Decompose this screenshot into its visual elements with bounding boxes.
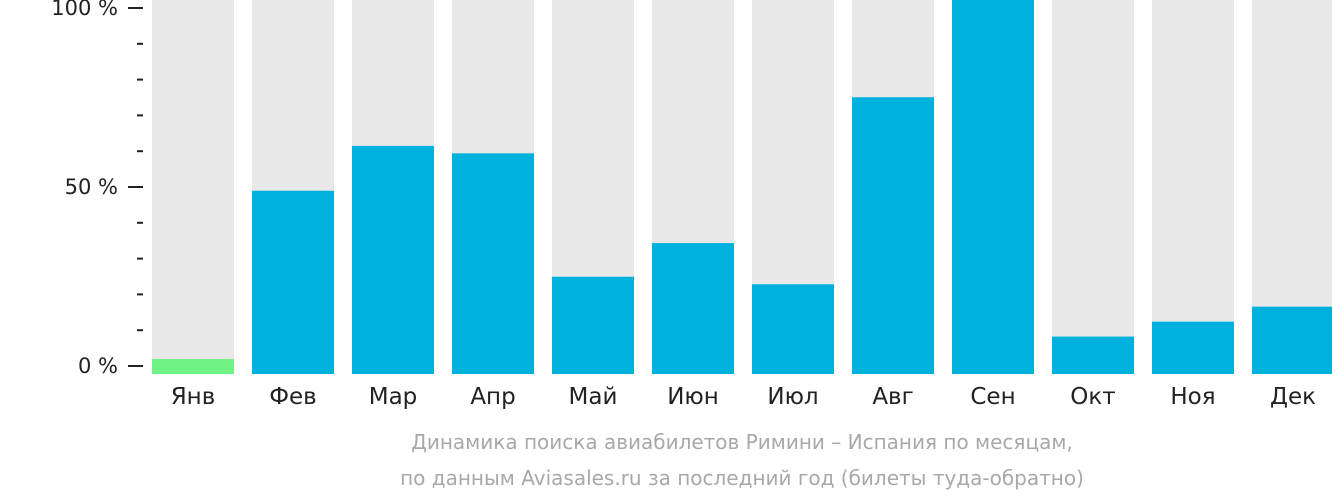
bar-7: [752, 284, 834, 374]
y-tick-label: 100 %: [51, 0, 118, 20]
chart-caption-line-2: по данным Aviasales.ru за последний год …: [400, 466, 1084, 490]
bar-6: [652, 243, 734, 374]
bar-8: [852, 97, 934, 375]
x-tick-label: Ноя: [1170, 384, 1215, 410]
x-tick-label: Авг: [872, 384, 913, 410]
x-tick-label: Июн: [667, 384, 719, 410]
x-tick-label: Фев: [269, 384, 317, 410]
x-tick-label: Окт: [1070, 384, 1115, 410]
x-tick-label: Апр: [470, 384, 515, 410]
bar-chart: 0 % 50 % 100 % Янв Фев Мар Апр Май Июн Июл Авг Сен О…: [51, 0, 1332, 410]
bar-11: [1152, 321, 1234, 374]
x-tick-label: Мар: [369, 384, 418, 410]
bar-4: [452, 153, 534, 374]
bar-2: [252, 190, 334, 374]
x-tick-label: Июл: [767, 384, 818, 410]
bar-3: [352, 145, 434, 374]
x-tick-label: Янв: [171, 384, 216, 410]
y-tick-label: 0 %: [78, 354, 118, 378]
bar-1: [152, 359, 234, 374]
bar-9: [952, 0, 1034, 374]
bar-track: [152, 0, 234, 374]
bar-12: [1252, 306, 1332, 374]
x-tick-label: Сен: [970, 384, 1015, 410]
x-tick-label: Май: [569, 384, 618, 410]
chart-caption-line-1: Динамика поиска авиабилетов Римини – Исп…: [411, 430, 1073, 454]
y-tick-label: 50 %: [65, 175, 118, 199]
x-tick-label: Дек: [1270, 384, 1316, 410]
bar-5: [552, 276, 634, 374]
bar-track: [1052, 0, 1134, 374]
bar-track: [1152, 0, 1234, 374]
bar-10: [1052, 336, 1134, 374]
